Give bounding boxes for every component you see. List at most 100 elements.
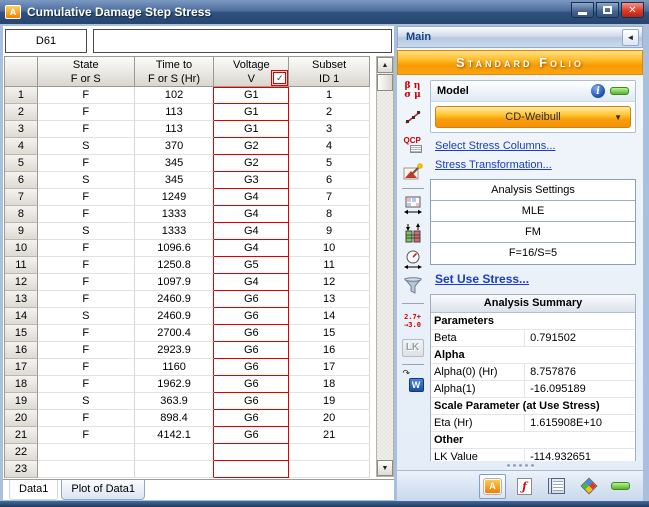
stress-transformation-link[interactable]: Stress Transformation... <box>435 159 552 171</box>
cell-time[interactable]: 898.4 <box>134 410 215 427</box>
row-number[interactable]: 12 <box>5 274 38 291</box>
cell-voltage[interactable]: G6 <box>214 325 290 342</box>
cell-subset[interactable]: 15 <box>289 325 370 342</box>
scrollbar-track[interactable] <box>377 91 393 460</box>
cell-subset[interactable]: 20 <box>289 410 370 427</box>
cell-voltage[interactable]: G6 <box>214 427 290 444</box>
cell-voltage[interactable]: G6 <box>214 410 290 427</box>
col-header-voltage[interactable]: Voltage V ✓ <box>214 57 290 87</box>
cell-subset[interactable]: 17 <box>289 359 370 376</box>
col-header-time[interactable]: Time to F or S (Hr) <box>134 57 215 87</box>
cell-time[interactable]: 2700.4 <box>134 325 215 342</box>
row-number[interactable]: 23 <box>5 461 38 478</box>
tab-data1[interactable]: Data1 <box>9 480 59 500</box>
row-number[interactable]: 10 <box>5 240 38 257</box>
model-dropdown[interactable]: CD-Weibull ▼ <box>435 106 631 128</box>
cell-subset[interactable]: 11 <box>289 257 370 274</box>
cell-state[interactable]: F <box>37 291 135 308</box>
qcp-icon[interactable]: QCP <box>401 134 425 155</box>
cell-time[interactable]: 102 <box>134 87 215 104</box>
corner-header-cell[interactable] <box>5 57 38 87</box>
cell-time[interactable]: 2460.9 <box>134 291 215 308</box>
cell-voltage[interactable]: G2 <box>214 155 290 172</box>
cell-time[interactable]: 1962.9 <box>134 376 215 393</box>
cell-time[interactable]: 1250.8 <box>134 257 215 274</box>
cell-state[interactable]: F <box>37 121 135 138</box>
cell-state[interactable]: F <box>37 325 135 342</box>
cell-time[interactable]: 2923.9 <box>134 342 215 359</box>
select-stress-columns-link[interactable]: Select Stress Columns... <box>435 140 556 152</box>
cell-voltage[interactable]: G4 <box>214 189 290 206</box>
decimal-places-icon[interactable]: 2.7+ →3.0 <box>404 312 421 329</box>
cell-subset[interactable] <box>289 461 370 478</box>
cell-subset[interactable]: 16 <box>289 342 370 359</box>
scrollbar-thumb[interactable] <box>377 74 393 91</box>
function-wizard-button[interactable]: ƒ <box>511 474 538 499</box>
cell-voltage[interactable]: G6 <box>214 342 290 359</box>
voltage-column-checkbox[interactable]: ✓ <box>271 70 289 86</box>
cell-time[interactable]: 1249 <box>134 189 215 206</box>
cell-state[interactable]: F <box>37 257 135 274</box>
row-number[interactable]: 19 <box>5 393 38 410</box>
alter-grid-icon[interactable] <box>401 195 425 216</box>
cell-subset[interactable]: 19 <box>289 393 370 410</box>
cell-subset[interactable]: 18 <box>289 376 370 393</box>
cell-subset[interactable]: 2 <box>289 104 370 121</box>
row-number[interactable]: 17 <box>5 359 38 376</box>
maximize-button[interactable] <box>596 2 619 18</box>
cell-time[interactable]: 113 <box>134 104 215 121</box>
cell-time[interactable]: 1160 <box>134 359 215 376</box>
cell-time[interactable]: 1333 <box>134 206 215 223</box>
cell-time[interactable]: 345 <box>134 172 215 189</box>
cell-time[interactable] <box>134 444 215 461</box>
cell-state[interactable]: F <box>37 189 135 206</box>
cell-state[interactable]: F <box>37 410 135 427</box>
cell-state[interactable] <box>37 444 135 461</box>
cell-voltage[interactable]: G6 <box>214 308 290 325</box>
cell-time[interactable]: 370 <box>134 138 215 155</box>
cell-subset[interactable]: 21 <box>289 427 370 444</box>
cell-voltage[interactable]: G4 <box>214 274 290 291</box>
rs-draw-button[interactable] <box>575 474 602 499</box>
cell-voltage[interactable]: G4 <box>214 240 290 257</box>
scroll-down-button[interactable]: ▼ <box>377 460 393 476</box>
cell-voltage[interactable]: G1 <box>214 104 290 121</box>
cell-voltage[interactable]: G6 <box>214 393 290 410</box>
report-button[interactable] <box>543 474 570 499</box>
title-bar[interactable]: A Cumulative Damage Step Stress ✕ <box>0 0 649 24</box>
cell-state[interactable]: F <box>37 427 135 444</box>
row-number[interactable]: 16 <box>5 342 38 359</box>
cell-state[interactable]: F <box>37 359 135 376</box>
cell-voltage[interactable]: G2 <box>214 138 290 155</box>
cell-name-box[interactable]: D61 <box>5 29 87 53</box>
cell-time[interactable]: 1333 <box>134 223 215 240</box>
row-number[interactable]: 2 <box>5 104 38 121</box>
cell-subset[interactable]: 7 <box>289 189 370 206</box>
cell-state[interactable]: F <box>37 274 135 291</box>
vertical-scrollbar[interactable]: ▲ ▼ <box>376 56 394 477</box>
cell-state[interactable]: F <box>37 376 135 393</box>
row-number[interactable]: 15 <box>5 325 38 342</box>
cell-state[interactable]: F <box>37 87 135 104</box>
cell-voltage[interactable]: G5 <box>214 257 290 274</box>
cell-voltage[interactable] <box>214 444 290 461</box>
row-number[interactable]: 9 <box>5 223 38 240</box>
lk-value-icon[interactable]: LK <box>401 337 425 358</box>
col-header-state[interactable]: State F or S <box>37 57 135 87</box>
cell-subset[interactable]: 5 <box>289 155 370 172</box>
info-icon[interactable]: i <box>591 84 605 98</box>
cell-time[interactable]: 4142.1 <box>134 427 215 444</box>
cell-subset[interactable]: 1 <box>289 87 370 104</box>
cell-voltage[interactable]: G6 <box>214 359 290 376</box>
row-number[interactable]: 6 <box>5 172 38 189</box>
close-button[interactable]: ✕ <box>621 2 644 18</box>
cell-voltage[interactable]: G4 <box>214 223 290 240</box>
cell-subset[interactable]: 6 <box>289 172 370 189</box>
cell-voltage[interactable]: G1 <box>214 121 290 138</box>
row-number[interactable]: 22 <box>5 444 38 461</box>
row-number[interactable]: 5 <box>5 155 38 172</box>
cell-subset[interactable]: 4 <box>289 138 370 155</box>
stress-columns-icon[interactable] <box>401 222 425 243</box>
row-number[interactable]: 13 <box>5 291 38 308</box>
